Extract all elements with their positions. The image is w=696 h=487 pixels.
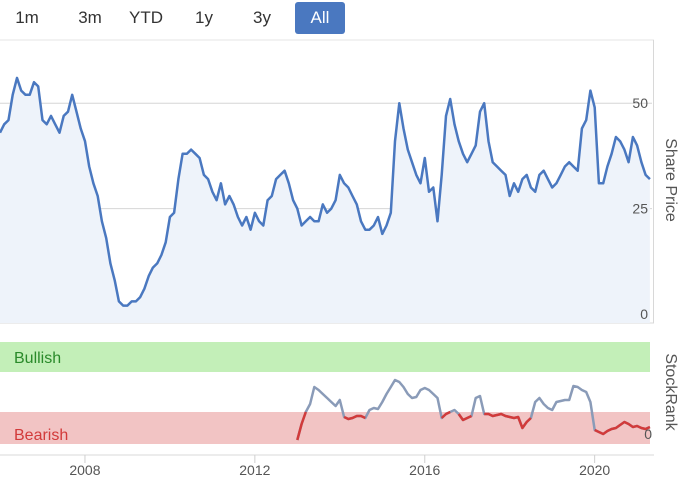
stockrank-axis-title: StockRank	[662, 353, 679, 431]
x-axis: 2008 2012 2016 2020	[69, 455, 610, 478]
stockrank-bearish-segment	[296, 410, 651, 441]
bullish-label: Bullish	[14, 350, 61, 367]
x-tick-label: 2016	[409, 462, 440, 478]
stockrank-panel: Bullish Bearish 0 StockRank	[0, 342, 679, 456]
price-panel: 0 25 50 Share Price	[0, 39, 679, 324]
x-tick-label: 2012	[239, 462, 270, 478]
range-button-3y[interactable]: 3y	[253, 8, 271, 27]
range-button-3m[interactable]: 3m	[78, 8, 102, 27]
price-tick-label: 50	[632, 95, 648, 111]
x-tick-label: 2008	[69, 462, 100, 478]
range-selector: 1m 3m YTD 1y 3y All	[0, 0, 400, 36]
price-line	[0, 76, 651, 307]
price-axis-title: Share Price	[662, 138, 679, 222]
x-tick-label: 2020	[579, 462, 610, 478]
range-button-1y[interactable]: 1y	[195, 8, 213, 27]
price-tick-label: 0	[640, 306, 648, 322]
bearish-label: Bearish	[14, 427, 68, 444]
price-tick-label: 25	[632, 201, 648, 217]
range-button-all[interactable]: All	[295, 2, 345, 34]
range-button-1m[interactable]: 1m	[15, 8, 39, 27]
bearish-band	[0, 412, 650, 444]
range-button-ytd[interactable]: YTD	[129, 8, 163, 27]
stockrank-tick-label: 0	[644, 426, 652, 442]
bullish-band	[0, 342, 650, 372]
